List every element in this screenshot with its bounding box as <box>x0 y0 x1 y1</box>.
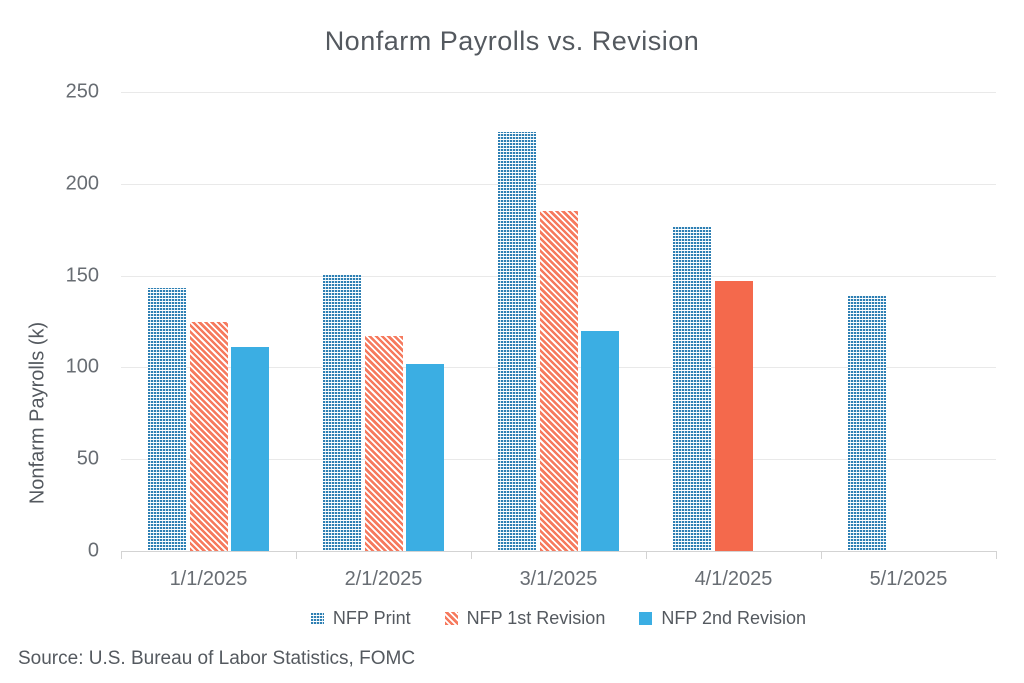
y-tick-label: 50 <box>76 447 99 470</box>
bar-nfp-print-5 <box>848 295 886 551</box>
x-axis-tick <box>821 551 822 559</box>
legend-item-nfp-1st-revision: NFP 1st Revision <box>444 608 606 629</box>
x-axis-tick <box>121 551 122 559</box>
source-note: Source: U.S. Bureau of Labor Statistics,… <box>18 648 416 669</box>
bar-nfp-2nd-revision-3 <box>581 330 619 551</box>
gridline <box>121 183 996 185</box>
y-tick-label: 250 <box>65 80 99 103</box>
plot-area: Nonfarm Payrolls (k) 0 50 100 150 200 250 <box>27 81 997 562</box>
legend-label: NFP Print <box>332 608 411 628</box>
x-axis-line <box>121 551 996 552</box>
y-tick-label: 0 <box>87 539 99 562</box>
x-tick-label: 4/1/2025 <box>694 568 773 590</box>
legend-swatch-solid-icon <box>639 612 653 625</box>
x-tick-label: 1/1/2025 <box>169 568 248 590</box>
chart-title: Nonfarm Payrolls vs. Revision <box>324 26 700 56</box>
x-axis-tick <box>996 551 997 559</box>
gridline <box>121 92 996 93</box>
x-tick-label: 2/1/2025 <box>344 568 423 590</box>
bar-nfp-1st-revision-4 <box>714 281 753 551</box>
bar-nfp-2nd-revision-1 <box>231 347 269 551</box>
x-axis-tick <box>646 551 647 559</box>
bar-nfp-print-2 <box>323 273 361 551</box>
legend-swatch-dots-icon <box>310 612 324 625</box>
y-tick-label: 100 <box>65 355 99 378</box>
legend-label: NFP 2nd Revision <box>661 608 807 628</box>
legend-item-nfp-print: NFP Print <box>310 608 411 629</box>
y-tick-label: 200 <box>65 172 99 195</box>
x-tick-label: 3/1/2025 <box>519 568 598 590</box>
bar-nfp-2nd-revision-2 <box>406 363 444 551</box>
y-tick-label: 150 <box>65 264 99 287</box>
bar-nfp-1st-revision-2 <box>364 336 403 551</box>
bar-nfp-print-1 <box>148 288 186 551</box>
bar-nfp-print-4 <box>673 226 711 551</box>
legend: NFP Print NFP 1st Revision NFP 2nd Revisio… <box>121 608 996 629</box>
bar-nfp-1st-revision-3 <box>539 211 578 551</box>
x-axis-tick <box>471 551 472 559</box>
x-tick-label: 5/1/2025 <box>869 568 948 590</box>
x-axis-tick <box>296 551 297 559</box>
legend-label: NFP 1st Revision <box>466 608 606 628</box>
bar-nfp-print-3 <box>498 132 536 551</box>
legend-item-nfp-2nd-revision: NFP 2nd Revision <box>639 608 806 629</box>
legend-swatch-hatch-icon <box>444 612 458 625</box>
y-axis-title: Nonfarm Payrolls (k) <box>26 321 49 505</box>
bar-nfp-1st-revision-1 <box>189 321 228 551</box>
